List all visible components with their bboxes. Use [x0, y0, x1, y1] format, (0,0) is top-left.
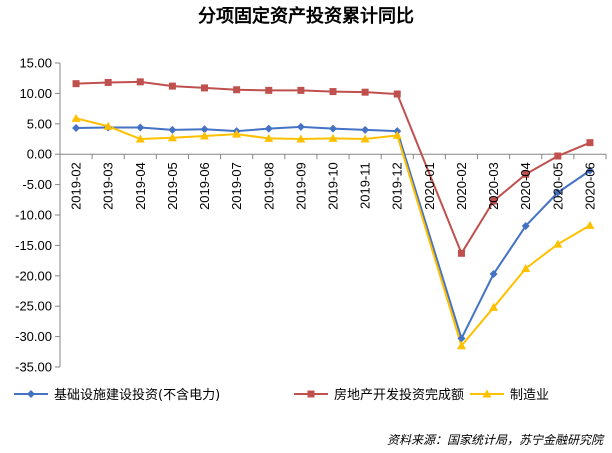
- data-point: [553, 239, 563, 248]
- series-line-2: [75, 117, 591, 347]
- data-point: [554, 152, 562, 160]
- data-point: [135, 134, 145, 143]
- data-point: [457, 249, 465, 257]
- data-point: [296, 134, 306, 143]
- data-point: [265, 86, 273, 94]
- y-tick-label: 0.00: [27, 147, 52, 162]
- legend-label: 制造业: [510, 388, 549, 403]
- data-point: [521, 221, 530, 230]
- y-tick-label: -20.00: [15, 268, 52, 283]
- data-point: [167, 133, 177, 142]
- data-point: [264, 124, 273, 133]
- data-point: [136, 123, 145, 132]
- x-tick-label: 2019-08: [261, 162, 276, 210]
- data-point: [360, 134, 370, 143]
- data-point: [297, 86, 305, 94]
- data-point: [200, 131, 210, 140]
- data-point: [329, 124, 337, 133]
- x-tick-label: 2020-02: [454, 162, 469, 210]
- x-tick-label: 2019-11: [358, 162, 373, 209]
- data-point: [456, 341, 466, 350]
- data-point: [233, 86, 241, 94]
- x-tick-label: 2020-01: [422, 162, 437, 210]
- x-tick-label: 2019-09: [293, 162, 308, 210]
- legend-swatch-marker: [307, 390, 315, 398]
- legend-swatch-marker: [27, 390, 35, 398]
- legend-label: 房地产开发投资完成额: [334, 387, 464, 403]
- data-point: [329, 88, 337, 96]
- legend-item: 房地产开发投资完成额: [294, 387, 464, 403]
- x-tick-label: 2019-02: [69, 162, 84, 210]
- data-point: [553, 188, 562, 197]
- series-lines: [75, 80, 591, 347]
- data-point: [361, 88, 369, 96]
- data-point: [489, 269, 498, 278]
- data-point: [72, 124, 81, 133]
- y-tick-label: -15.00: [15, 238, 52, 253]
- legend-item: 基础设施建设投资(不含电力): [14, 387, 220, 403]
- x-tick-label: 2019-04: [133, 162, 148, 210]
- data-point: [522, 170, 530, 178]
- y-tick-label: -10.00: [15, 208, 52, 223]
- data-point: [328, 133, 338, 142]
- chart-title: 分项固定资产投资累计同比: [198, 5, 414, 27]
- data-point: [392, 130, 402, 139]
- y-tick-label: 15.00: [19, 56, 52, 71]
- y-tick-label: -5.00: [22, 177, 52, 192]
- x-axis-labels: 2019-02 2019-03 2019-04 2019-05 2019-06 2019-…: [69, 162, 598, 210]
- axes: [55, 62, 607, 368]
- data-point: [585, 220, 595, 229]
- data-point: [393, 90, 401, 98]
- legend-label: 基础设施建设投资(不含电力): [54, 387, 220, 403]
- data-point: [489, 302, 499, 311]
- y-tick-label: -25.00: [15, 299, 52, 314]
- data-point: [457, 334, 466, 343]
- data-point: [136, 78, 144, 86]
- series-line-1: [76, 80, 591, 255]
- y-tick-label: 10.00: [19, 86, 52, 101]
- x-tick-label: 2020-03: [486, 162, 501, 210]
- data-point: [168, 125, 177, 134]
- x-tick-label: 2019-07: [229, 162, 244, 210]
- data-point: [200, 125, 209, 134]
- data-point: [71, 113, 81, 122]
- x-tick-label: 2019-10: [326, 162, 341, 210]
- y-axis-labels: 15.00 10.00 5.00 0.00 -5.00 -10.00 -15.00 -20.0…: [15, 56, 52, 375]
- data-point: [72, 80, 80, 88]
- x-tick-label: 2019-05: [165, 162, 180, 210]
- legend-swatch-marker: [482, 389, 492, 398]
- legend: 基础设施建设投资(不含电力) 房地产开发投资完成额 制造业: [14, 387, 549, 403]
- y-tick-label: 5.00: [27, 116, 52, 131]
- source-note: 资料来源：国家统计局，苏宁金融研究院: [387, 433, 605, 447]
- data-point: [104, 78, 112, 86]
- data-point: [201, 84, 209, 92]
- x-tick-label: 2019-12: [390, 162, 405, 210]
- data-point: [585, 166, 594, 175]
- y-tick-label: -35.00: [15, 360, 52, 375]
- x-tick-label: 2020-04: [518, 162, 533, 210]
- x-tick-label: 2020-05: [550, 162, 565, 210]
- data-point: [586, 139, 594, 147]
- data-point: [168, 82, 176, 90]
- series-line-0: [76, 125, 591, 340]
- data-point: [490, 197, 498, 205]
- y-tick-label: -30.00: [15, 329, 52, 344]
- data-point: [296, 122, 305, 131]
- data-point: [361, 125, 370, 134]
- legend-item: 制造业: [470, 388, 549, 403]
- data-point: [521, 264, 531, 273]
- x-tick-label: 2020-06: [582, 162, 597, 210]
- data-point: [232, 129, 242, 138]
- data-point: [103, 121, 113, 130]
- x-tick-label: 2019-03: [101, 162, 116, 210]
- data-point: [264, 133, 274, 142]
- series-markers: [71, 78, 595, 350]
- x-tick-label: 2019-06: [197, 162, 212, 210]
